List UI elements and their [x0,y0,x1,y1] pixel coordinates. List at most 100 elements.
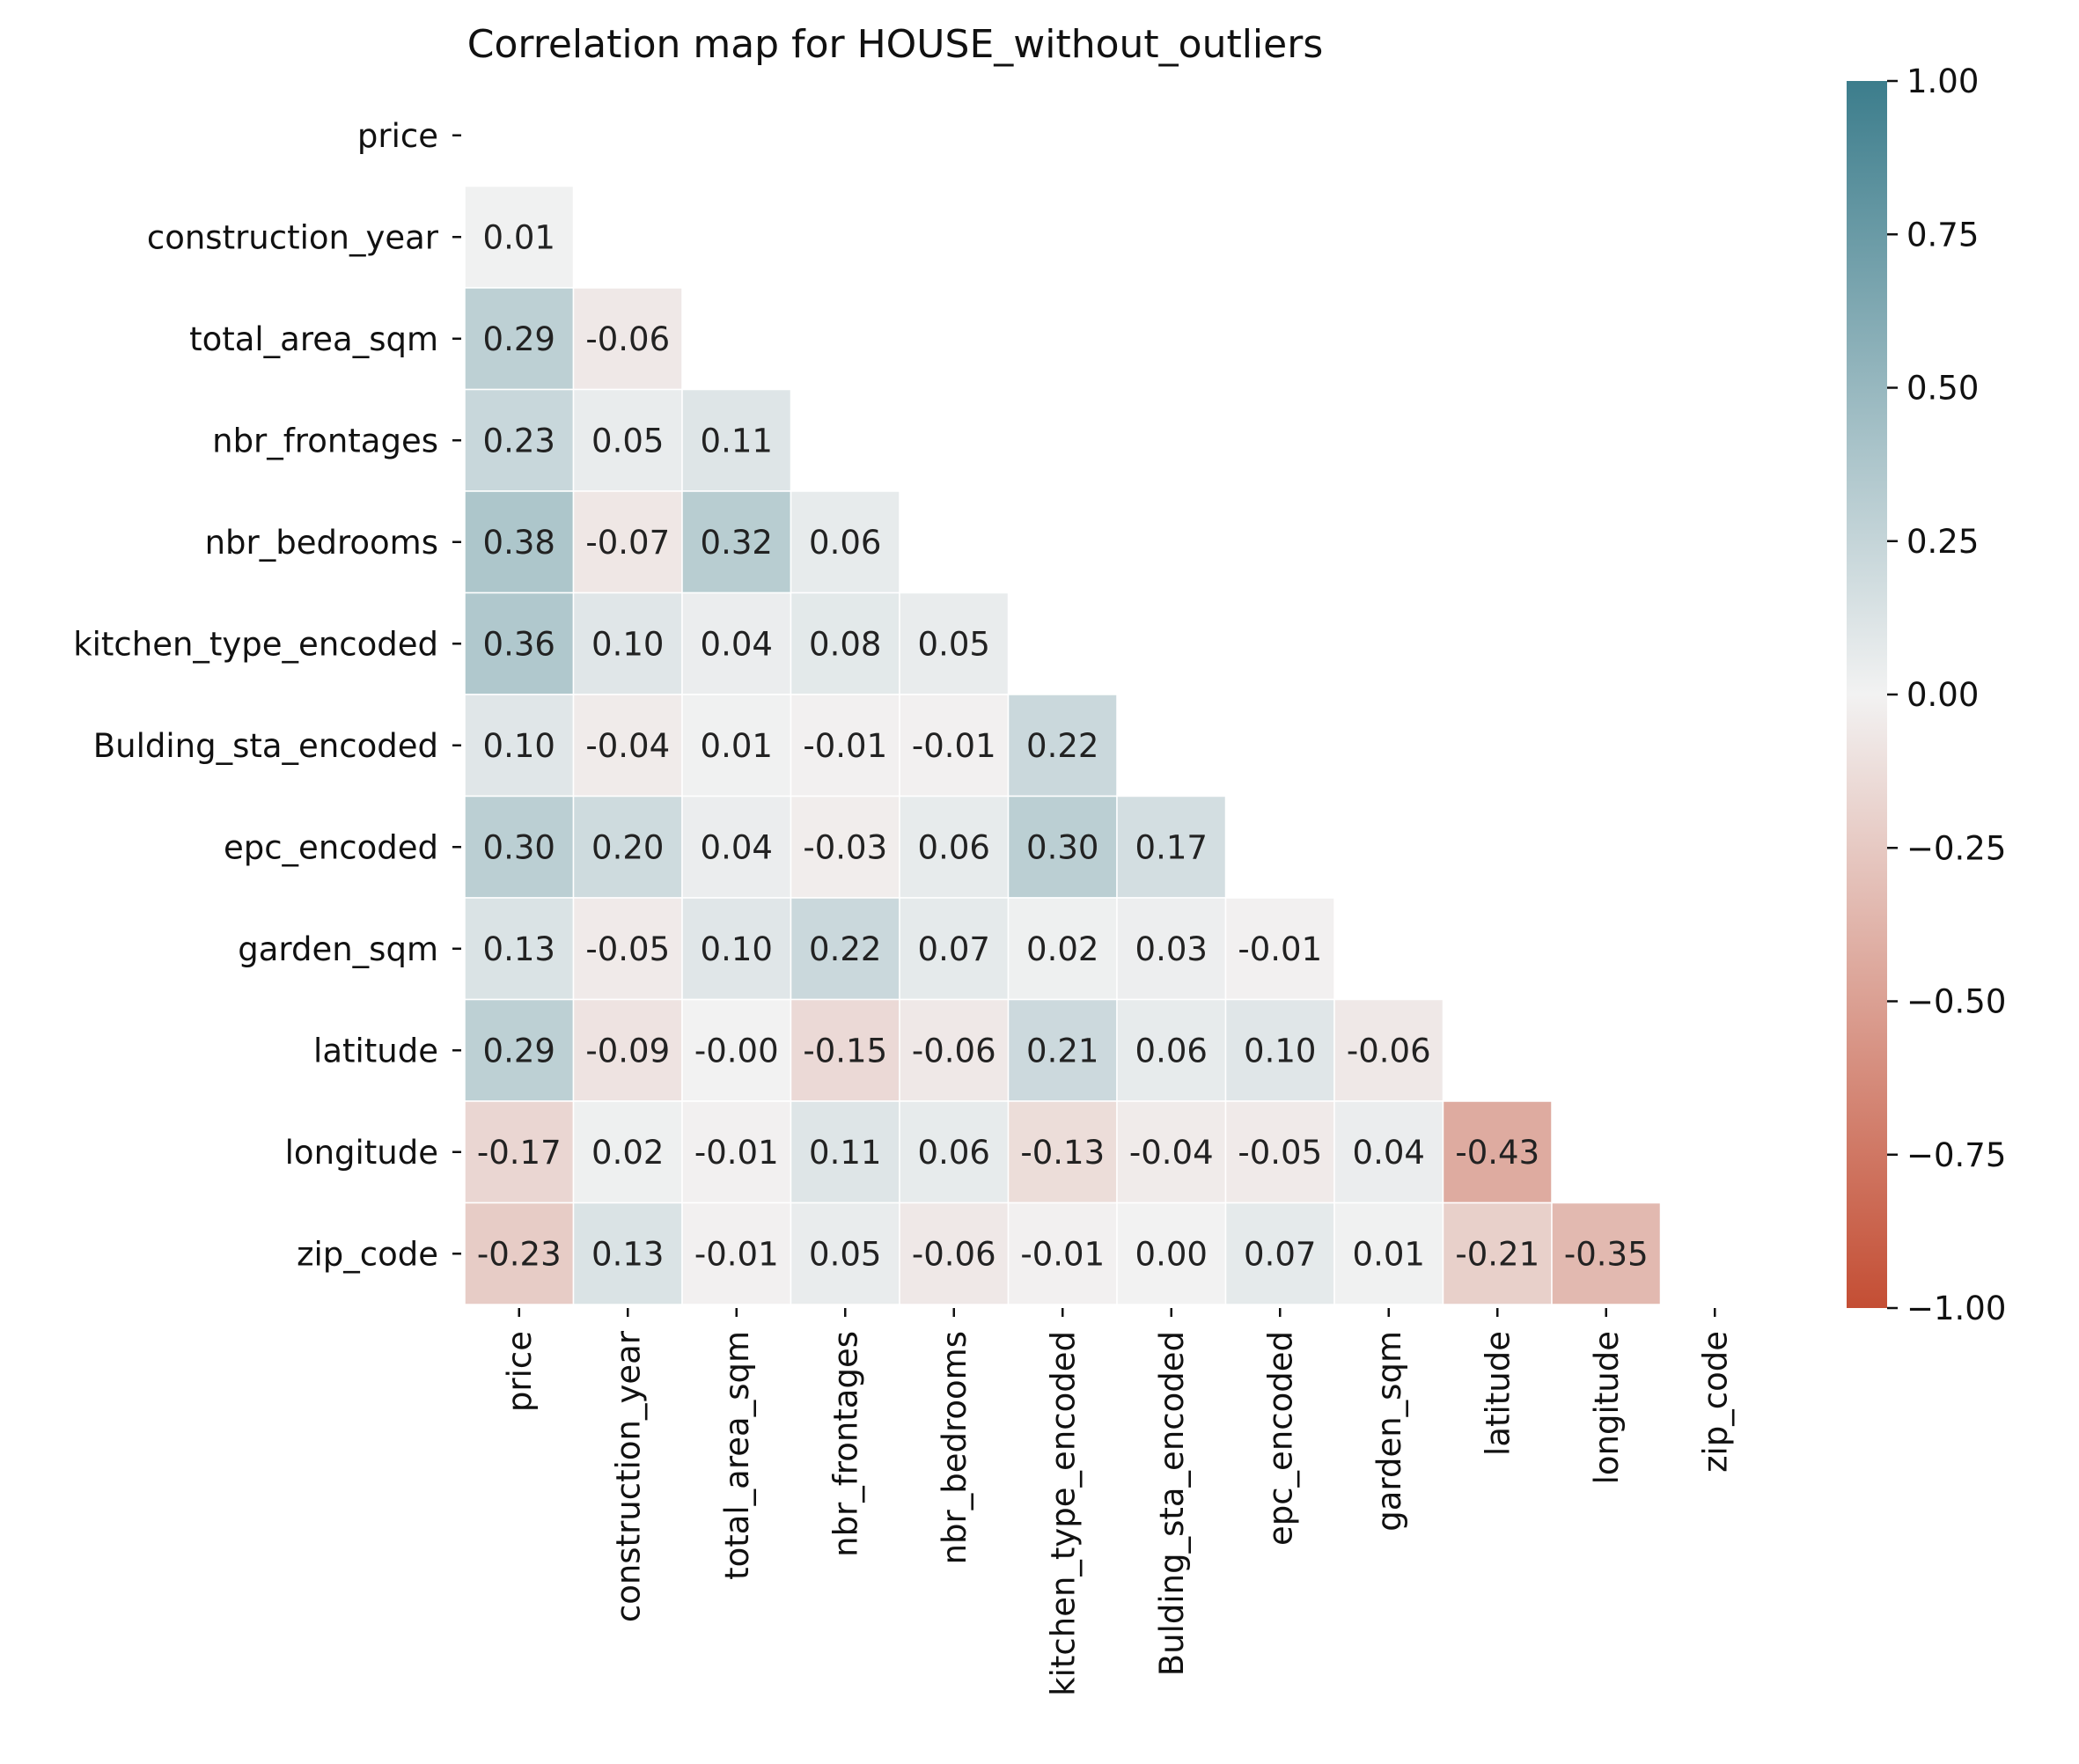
cell-value-label: -0.05 [585,930,670,968]
x-tick-label: zip_code [1696,1331,1734,1473]
cell-value-label: -0.01 [803,727,887,765]
cell-value-label: 0.04 [1353,1134,1425,1172]
cell-value-label: -0.00 [694,1032,779,1069]
heatmap-cell [572,1100,683,1204]
cell-value-label: 0.02 [591,1134,664,1172]
cell-value-label: -0.13 [1020,1134,1105,1172]
cell-value-label: 0.10 [701,930,773,968]
heatmap-cell [899,1202,1010,1305]
x-tick-label: epc_encoded [1261,1331,1299,1546]
y-tick-label: kitchen_type_encoded [73,625,438,663]
cell-value-label: 0.04 [701,625,773,663]
heatmap-cell [464,388,575,492]
cell-value-label: -0.35 [1564,1235,1649,1273]
cell-value-label: 0.06 [918,828,990,866]
y-tick-label: epc_encoded [224,828,438,866]
colorbar-tick-label: −1.00 [1906,1290,2006,1327]
y-tick-label: zip_code [297,1235,438,1273]
heatmap-cell [899,592,1010,695]
colorbar-tick-label: 0.25 [1906,523,1979,561]
cell-value-label: -0.01 [1020,1235,1105,1273]
x-tick-label: total_area_sqm [718,1331,756,1580]
cell-value-label: 0.29 [483,320,555,358]
heatmap-cell [1007,1202,1118,1305]
x-axis-tick-labels: price construction_year total_area_sqm nbr_… [501,1308,1734,1696]
heatmap-cell [1116,795,1227,899]
cell-value-label: -0.01 [912,727,996,765]
heatmap-cell [899,1100,1010,1204]
heatmap-cell [1333,998,1444,1102]
chart-title: Correlation map for HOUSE_without_outlie… [467,22,1324,67]
cell-value-label: 0.01 [701,727,773,765]
heatmap-cell [572,795,683,899]
cell-value-label: 0.00 [1135,1235,1208,1273]
cell-value-label: 0.10 [591,625,664,663]
cell-value-label: 0.20 [591,828,664,866]
heatmap-cells: 0.01 0.29 -0.06 0.23 0.05 0.11 0.38 -0.07 0.32 0.… [464,185,1662,1305]
cell-value-label: 0.30 [1026,828,1098,866]
y-tick-label: garden_sqm [238,930,438,968]
y-tick-label: nbr_frontages [212,422,438,459]
cell-value-label: 0.36 [483,625,555,663]
colorbar: 1.00 0.75 0.50 0.25 0.00 −0.25 −0.50 −0.75 −1.00 [1847,62,2006,1327]
heatmap-cell [464,694,575,797]
heatmap-cell [790,694,900,797]
colorbar-tick-label: −0.75 [1906,1136,2006,1174]
heatmap-cell [1333,1202,1444,1305]
cell-value-label: -0.06 [585,320,670,358]
cell-value-label: 0.06 [918,1134,990,1172]
cell-value-label: 0.08 [809,625,881,663]
heatmap-cell [464,998,575,1102]
cell-value-label: 0.02 [1026,930,1098,968]
cell-value-label: 0.06 [1135,1032,1208,1069]
y-tick-label: construction_year [147,218,439,256]
cell-value-label: -0.03 [803,828,887,866]
x-tick-label: longitude [1588,1331,1626,1484]
cell-value-label: -0.05 [1238,1134,1322,1172]
cell-value-label: -0.43 [1455,1134,1539,1172]
cell-value-label: 0.07 [918,930,990,968]
heatmap-cell [899,694,1010,797]
cell-value-label: 0.13 [483,930,555,968]
cell-value-label: 0.04 [701,828,773,866]
heatmap-cell [790,795,900,899]
heatmap-cell [1333,1100,1444,1204]
cell-value-label: 0.38 [483,524,555,562]
cell-value-label: 0.11 [809,1134,881,1172]
cell-value-label: -0.04 [585,727,670,765]
y-tick-label: price [357,117,438,155]
cell-value-label: -0.21 [1455,1235,1539,1273]
heatmap-cell [572,490,683,594]
heatmap-cell [1007,694,1118,797]
x-tick-label: nbr_frontages [826,1331,864,1557]
cell-value-label: 0.03 [1135,930,1208,968]
x-tick-label: garden_sqm [1370,1331,1408,1532]
cell-value-label: -0.06 [912,1032,996,1069]
heatmap-cell [790,998,900,1102]
cell-value-label: -0.01 [1238,930,1322,968]
cell-value-label: 0.32 [701,524,773,562]
cell-value-label: -0.01 [694,1134,779,1172]
y-tick-label: longitude [285,1134,438,1172]
cell-value-label: 0.01 [483,218,555,256]
heatmap-cell [572,388,683,492]
heatmap-cell [1116,897,1227,1001]
heatmap-cell [464,897,575,1001]
heatmap-cell [681,592,792,695]
heatmap-cell [790,1202,900,1305]
x-tick-label: kitchen_type_encoded [1044,1331,1082,1696]
cell-value-label: -0.06 [912,1235,996,1273]
heatmap-cell [790,1100,900,1204]
cell-value-label: 0.29 [483,1032,555,1069]
heatmap-cell [1224,897,1335,1001]
y-axis-tick-labels: price construction_year total_area_sqm nbr_… [73,117,461,1273]
cell-value-label: 0.13 [591,1235,664,1273]
cell-value-label: -0.04 [1129,1134,1214,1172]
heatmap-cell [464,795,575,899]
colorbar-gradient [1847,81,1887,1308]
heatmap-cell [1007,795,1118,899]
x-tick-label: price [501,1331,539,1412]
heatmap-cell [790,490,900,594]
cell-value-label: -0.17 [477,1134,562,1172]
